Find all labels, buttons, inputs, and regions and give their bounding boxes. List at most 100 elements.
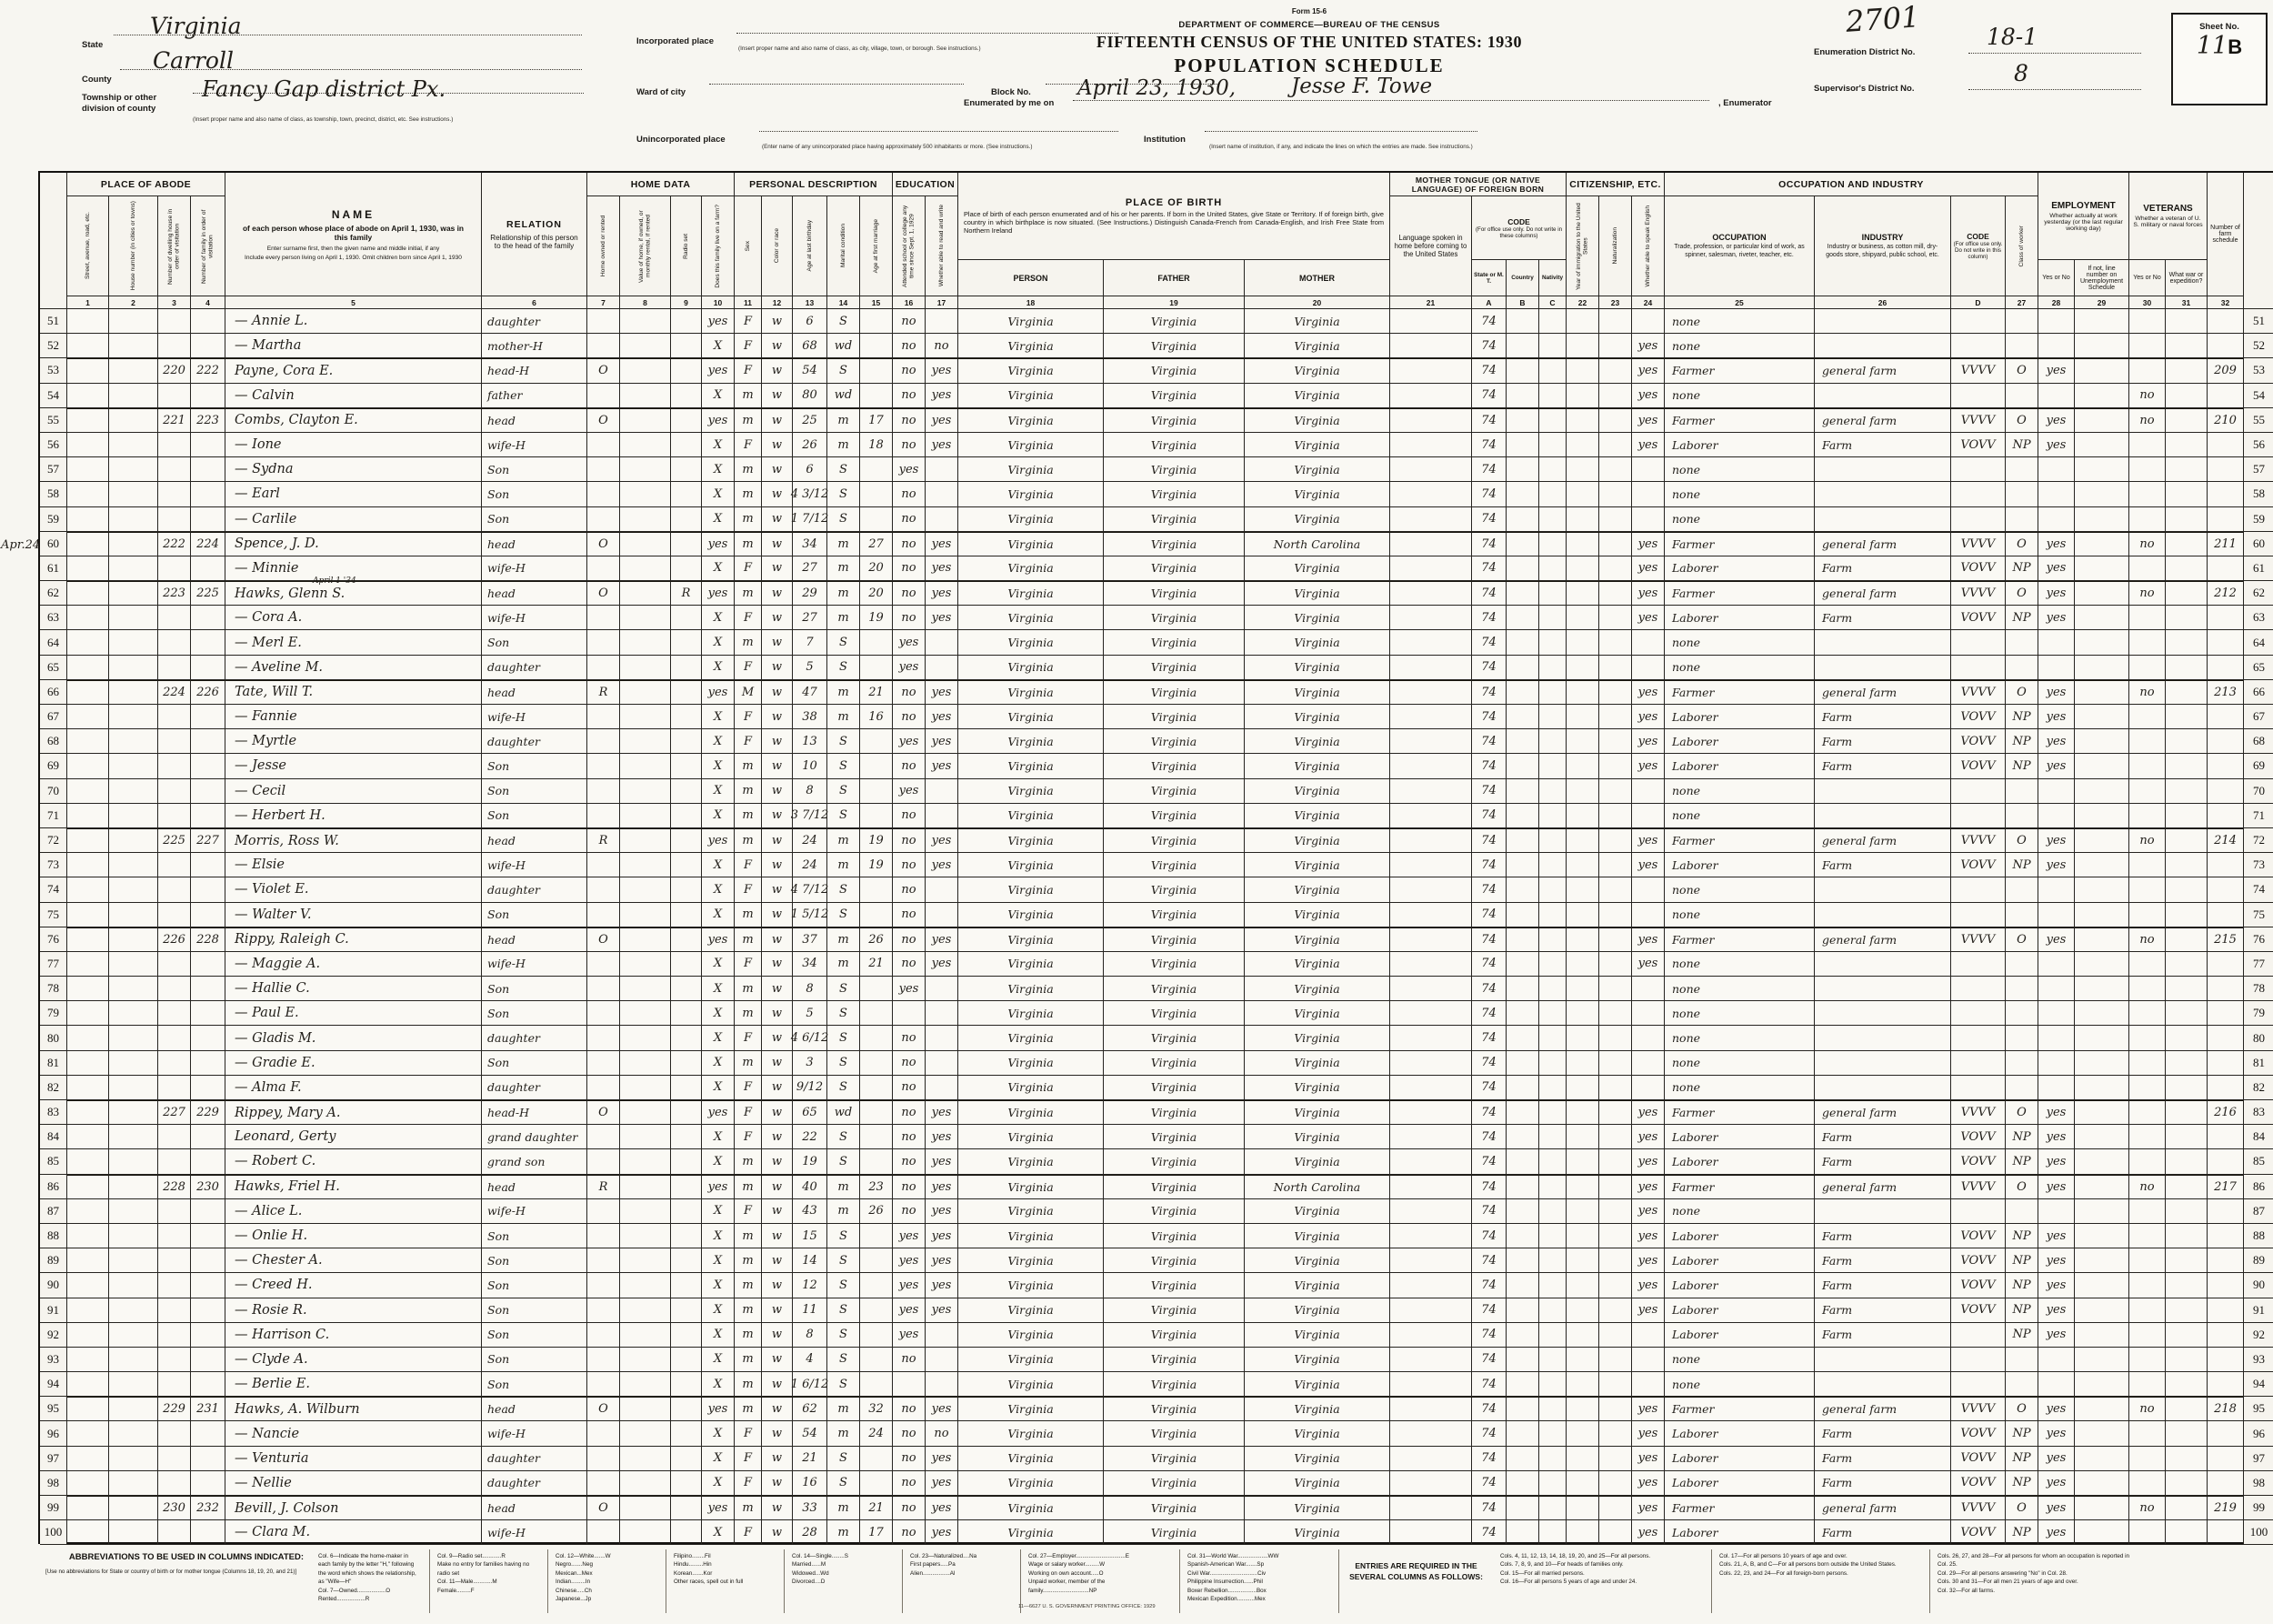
cell-mother-birthplace: Virginia bbox=[1245, 581, 1390, 606]
cell-code-c bbox=[1539, 951, 1567, 977]
cell-attended-school: no bbox=[893, 1149, 926, 1175]
cell-race: w bbox=[762, 309, 793, 335]
entries-required-column: Col. 17—For all persons 10 years of age … bbox=[1711, 1549, 1929, 1613]
cell-marital: wd bbox=[827, 383, 860, 408]
cell-mother-birthplace: Virginia bbox=[1245, 977, 1390, 1002]
col-header-14: Marital condition bbox=[827, 196, 860, 296]
col-header-label-4: Number of family in order of visitation bbox=[201, 208, 215, 284]
col-header-label-15: Age at first marriage bbox=[872, 218, 879, 274]
cell-home-value bbox=[620, 358, 671, 384]
line-number: 72 bbox=[40, 827, 67, 854]
cell-age-at-marriage bbox=[860, 1026, 893, 1051]
cell-street bbox=[67, 432, 109, 458]
cell-code-c bbox=[1539, 482, 1567, 507]
cell-code-d bbox=[1951, 309, 2006, 335]
cell-age-at-marriage: 19 bbox=[860, 606, 893, 631]
cell-home-value bbox=[620, 1100, 671, 1126]
cell-marital: wd bbox=[827, 1100, 860, 1126]
column-number-6: 6 bbox=[482, 296, 587, 309]
block-no-rule bbox=[1046, 84, 1218, 85]
cell-lives-on-farm: yes bbox=[702, 1397, 735, 1422]
cell-dwelling-number: 226 bbox=[158, 927, 191, 952]
cell-veteran: no bbox=[2129, 531, 2166, 556]
cell-street bbox=[67, 827, 109, 854]
cell-veteran bbox=[2129, 1026, 2166, 1051]
line-number: 77 bbox=[2244, 951, 2273, 977]
cell-war bbox=[2166, 1520, 2208, 1546]
cell-race: w bbox=[762, 383, 793, 408]
cell-language bbox=[1390, 877, 1472, 903]
cell-name: — Sydna bbox=[225, 457, 482, 483]
column-number-25: 25 bbox=[1665, 296, 1815, 309]
cell-street bbox=[67, 1273, 109, 1298]
cell-code-d: VOVV bbox=[1951, 1298, 2006, 1323]
cell-worker-class bbox=[2006, 778, 2038, 804]
cell-immigration-year bbox=[1567, 606, 1599, 631]
cell-radio-set bbox=[671, 1446, 702, 1471]
cell-house-number bbox=[109, 1322, 158, 1348]
margin-note: Apr.24 bbox=[1, 538, 41, 552]
col-header-father: FATHER bbox=[1104, 260, 1245, 296]
line-number: 87 bbox=[40, 1198, 67, 1224]
cell-house-number bbox=[109, 754, 158, 779]
cell-farm-schedule bbox=[2208, 383, 2244, 408]
cell-relation: Son bbox=[482, 1050, 587, 1076]
cell-dwelling-number bbox=[158, 1050, 191, 1076]
cell-father-birthplace: Virginia bbox=[1104, 977, 1245, 1002]
cell-naturalization bbox=[1599, 309, 1632, 335]
cell-unemployment-line bbox=[2075, 902, 2129, 927]
cell-name: — Creed H. bbox=[225, 1273, 482, 1298]
cell-age-at-marriage: 24 bbox=[860, 1421, 893, 1447]
line-number: 100 bbox=[2244, 1520, 2273, 1546]
cell-birthplace: Virginia bbox=[958, 1470, 1104, 1496]
cell-occupation: Laborer bbox=[1665, 1421, 1815, 1447]
cell-family-number bbox=[191, 902, 225, 927]
cell-immigration-year bbox=[1567, 853, 1599, 878]
footer-abbreviations: ABBREVIATIONS TO BE USED IN COLUMNS INDI… bbox=[38, 1549, 2273, 1619]
cell-code-c bbox=[1539, 334, 1567, 359]
cell-home-value bbox=[620, 902, 671, 927]
cell-dwelling-number: 222 bbox=[158, 531, 191, 556]
cell-family-number bbox=[191, 754, 225, 779]
cell-at-work: yes bbox=[2038, 358, 2075, 384]
cell-father-birthplace: Virginia bbox=[1104, 754, 1245, 779]
cell-age: 5 bbox=[793, 655, 827, 680]
cell-radio-set bbox=[671, 1372, 702, 1398]
line-number: 65 bbox=[2244, 655, 2273, 680]
cell-veteran: no bbox=[2129, 581, 2166, 606]
cell-worker-class: NP bbox=[2006, 1223, 2038, 1249]
cell-sex: m bbox=[735, 581, 762, 606]
cell-farm-schedule bbox=[2208, 977, 2244, 1002]
cell-at-work: yes bbox=[2038, 927, 2075, 952]
cell-language bbox=[1390, 1050, 1472, 1076]
cell-birthplace: Virginia bbox=[958, 1026, 1104, 1051]
cell-marital: m bbox=[827, 606, 860, 631]
cell-veteran bbox=[2129, 457, 2166, 483]
cell-worker-class: O bbox=[2006, 1174, 2038, 1199]
line-number: 67 bbox=[40, 705, 67, 730]
cell-language bbox=[1390, 1273, 1472, 1298]
cell-home-value bbox=[620, 606, 671, 631]
cell-attended-school: yes bbox=[893, 457, 926, 483]
cell-age: 10 bbox=[793, 754, 827, 779]
cell-age: 11 bbox=[793, 1298, 827, 1323]
line-number: 78 bbox=[40, 977, 67, 1002]
cell-age: 15 bbox=[793, 1223, 827, 1249]
code-title: CODE bbox=[1507, 216, 1530, 226]
col-header-4: Number of family in order of visitation bbox=[191, 196, 225, 296]
abbreviation-line: Wage or salary worker.........W bbox=[1028, 1561, 1106, 1569]
cell-code-d: VOVV bbox=[1951, 1149, 2006, 1175]
cell-code-d: VOVV bbox=[1951, 729, 2006, 755]
cell-naturalization bbox=[1599, 1075, 1632, 1100]
cell-marital: wd bbox=[827, 334, 860, 359]
abbreviation-line: Other races, spell out in full bbox=[674, 1579, 744, 1586]
cell-war bbox=[2166, 803, 2208, 828]
cell-speaks-english: yes bbox=[1632, 1496, 1665, 1521]
cell-attended-school: no bbox=[893, 506, 926, 532]
cell-relation: wife-H bbox=[482, 705, 587, 730]
cell-sex: m bbox=[735, 630, 762, 656]
cell-worker-class bbox=[2006, 803, 2038, 828]
cell-age: 6 bbox=[793, 309, 827, 335]
place-of-birth-desc: Place of birth of each person enumerated… bbox=[964, 209, 1384, 236]
cell-race: w bbox=[762, 902, 793, 927]
